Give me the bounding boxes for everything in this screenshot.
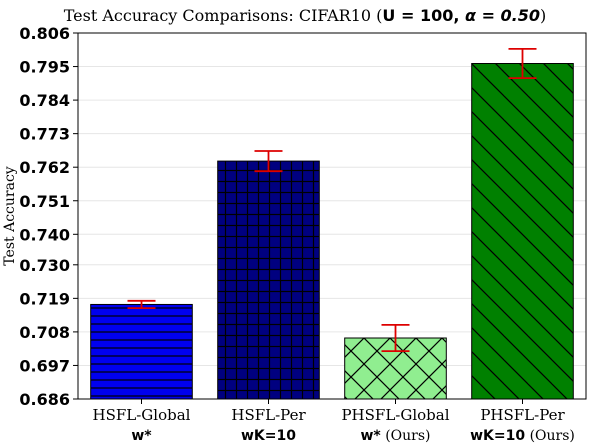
y-axis-ticks: 0.686 0.697 0.708 0.719 0.730 0.740 0.751 0.762… [19,24,78,409]
x-tick-sublabel: wK=10 (Ours) [470,428,575,444]
x-tick-label: PHSFL-Per [480,406,565,424]
y-tick-label: 0.719 [19,289,70,308]
bar-hatch [344,337,447,400]
y-tick-label: 0.686 [19,390,70,409]
y-tick-label: 0.697 [19,356,70,375]
y-tick-label: 0.806 [19,24,70,43]
chart-title: Test Accuracy Comparisons: CIFAR10 (U = … [64,6,547,25]
y-tick-label: 0.708 [19,323,70,342]
bar-hatch [471,63,574,400]
y-axis-label: Test Accuracy [2,166,18,265]
y-tick-label: 0.730 [19,256,70,275]
y-tick-label: 0.795 [19,58,70,77]
error-bars [127,47,537,353]
x-tick-label: PHSFL-Global [341,406,449,424]
y-tick-label: 0.751 [19,192,70,211]
x-tick-sublabel: w* [131,428,152,444]
x-tick-sublabel: wK=10 [241,428,296,444]
y-tick-label: 0.784 [19,91,70,110]
plot-frame [77,32,587,400]
x-tick-sublabel: w* (Ours) [360,428,430,444]
y-tick-label: 0.762 [19,158,70,177]
y-tick-label: 0.740 [19,225,70,244]
x-axis-labels: HSFL-Global w* HSFL-Per wK=10 PHSFL-Global w*… [93,399,575,444]
bar-hatch [90,303,193,400]
bars [90,63,574,400]
x-tick-label: HSFL-Per [231,406,306,424]
x-tick-label: HSFL-Global [93,406,191,424]
bar-hatch [217,160,320,400]
y-tick-label: 0.773 [19,125,70,144]
